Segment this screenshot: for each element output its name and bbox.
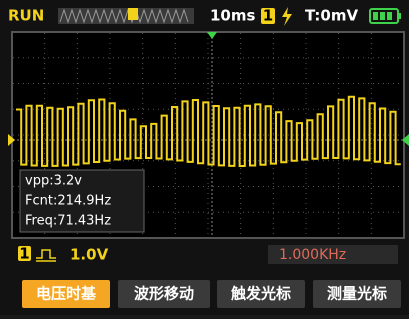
- measurement: Freq:71.43Hz: [25, 214, 111, 229]
- button-label[interactable]: 电压时基: [36, 285, 97, 303]
- waveform: [16, 97, 401, 166]
- oscilloscope-screen: RUN 10ms 1 T:0mV vpp:3.2v Fcnt:214.9Hz F…: [0, 0, 409, 315]
- trigger-level: T:0mV: [305, 7, 358, 25]
- measurement: vpp:3.2v: [25, 174, 82, 189]
- volts-per-div: 1.0V: [70, 246, 109, 264]
- button-label[interactable]: 触发光标: [231, 285, 291, 303]
- button-label[interactable]: 波形移动: [134, 285, 194, 303]
- trigger-position-strip: [58, 8, 194, 24]
- timebase: 10ms: [210, 7, 256, 25]
- channel-number: 1: [19, 245, 29, 263]
- measurement: Fcnt:214.9Hz: [25, 194, 111, 209]
- signal-frequency: 1.000KHz: [279, 247, 346, 263]
- run-status: RUN: [8, 7, 44, 25]
- button-label[interactable]: 测量光标: [327, 285, 387, 303]
- channel-number: 1: [263, 7, 273, 25]
